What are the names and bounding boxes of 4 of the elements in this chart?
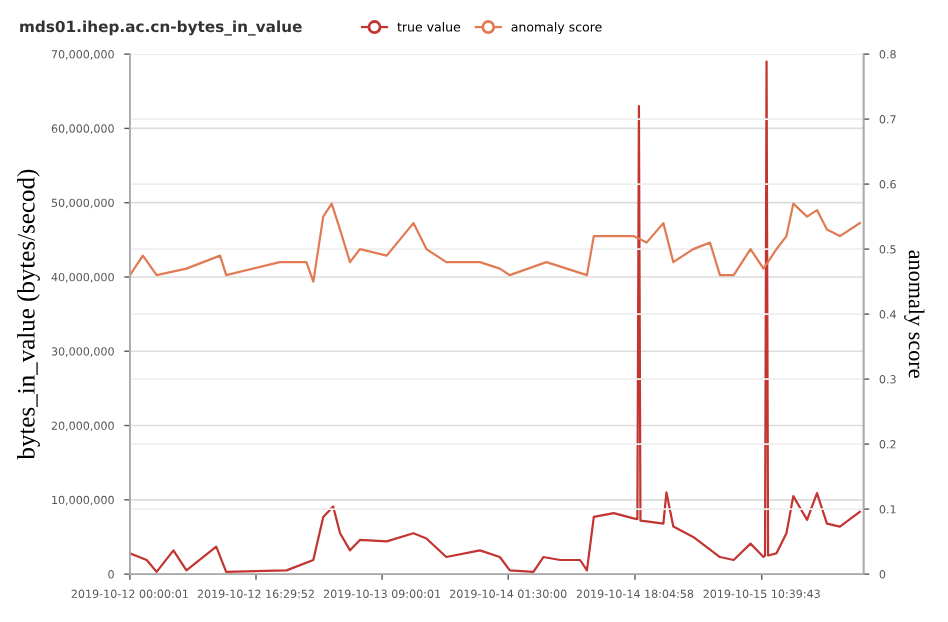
- line-series: [129, 60, 861, 573]
- y2-axis-title: anomaly score: [904, 250, 925, 378]
- y-axis-title: bytes_in_value (bytes/secod): [17, 169, 40, 460]
- line-series: [129, 202, 861, 283]
